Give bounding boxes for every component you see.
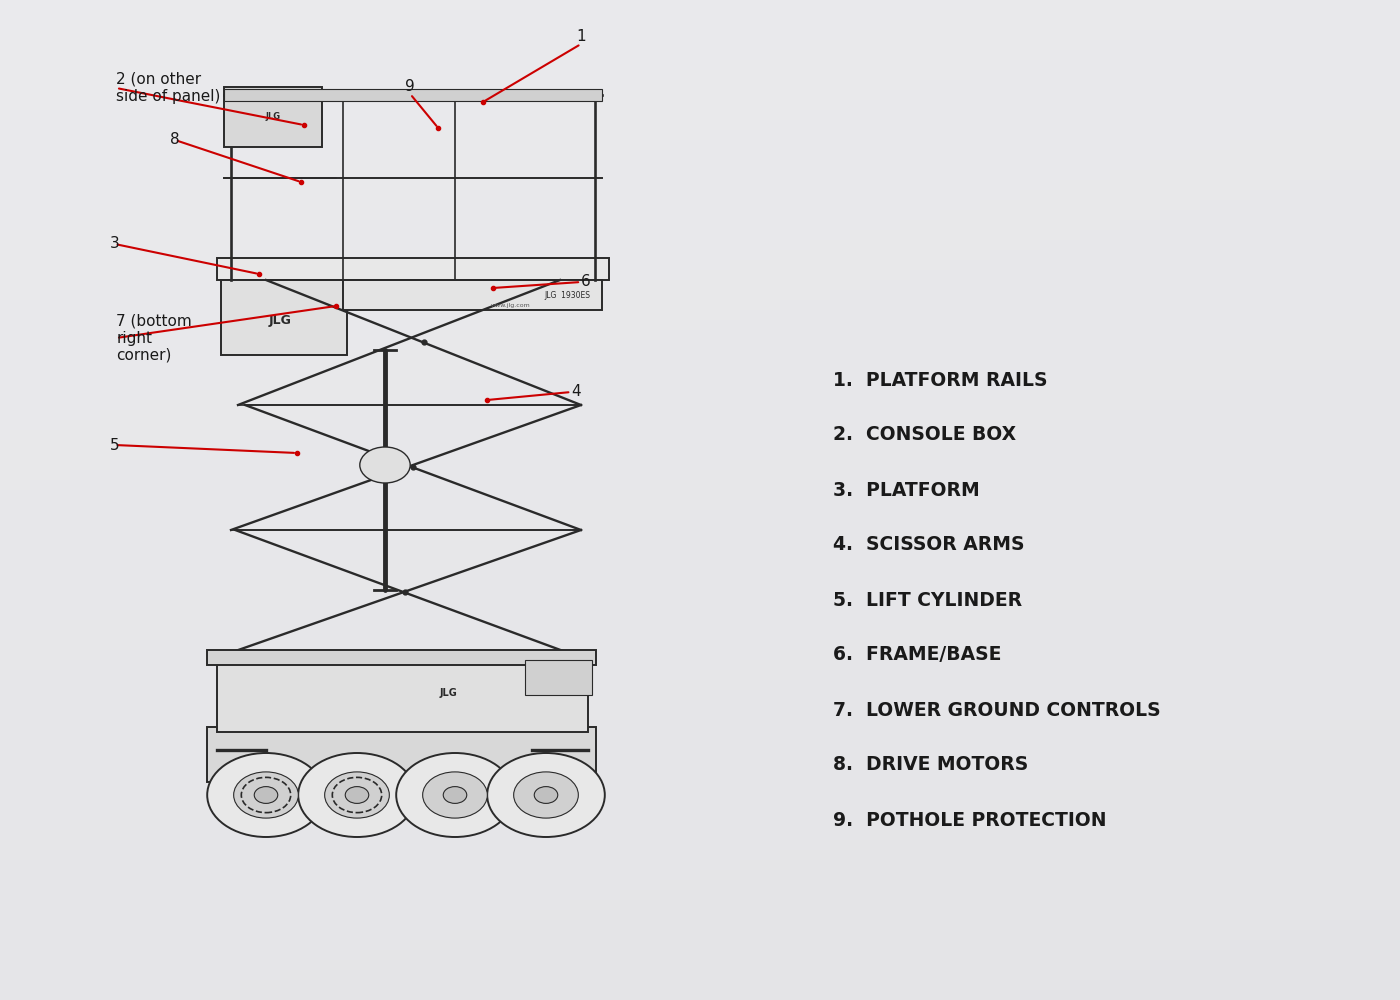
- Circle shape: [298, 753, 416, 837]
- Text: 5: 5: [111, 438, 119, 452]
- Text: 6: 6: [581, 274, 591, 290]
- FancyBboxPatch shape: [224, 89, 602, 101]
- Text: 2.  CONSOLE BOX: 2. CONSOLE BOX: [833, 426, 1016, 444]
- Circle shape: [207, 753, 325, 837]
- Text: 7.  LOWER GROUND CONTROLS: 7. LOWER GROUND CONTROLS: [833, 700, 1161, 720]
- Text: JLG  1930ES: JLG 1930ES: [545, 290, 589, 300]
- Circle shape: [535, 787, 557, 803]
- Circle shape: [444, 787, 466, 803]
- Circle shape: [325, 772, 389, 818]
- FancyBboxPatch shape: [217, 657, 588, 732]
- Text: JLG: JLG: [269, 314, 291, 327]
- Text: 1: 1: [577, 29, 585, 44]
- Text: 3.  PLATFORM: 3. PLATFORM: [833, 481, 980, 499]
- Circle shape: [514, 772, 578, 818]
- Text: 1.  PLATFORM RAILS: 1. PLATFORM RAILS: [833, 370, 1047, 389]
- Circle shape: [255, 787, 277, 803]
- Circle shape: [234, 772, 298, 818]
- Text: 4.  SCISSOR ARMS: 4. SCISSOR ARMS: [833, 536, 1025, 554]
- FancyBboxPatch shape: [221, 280, 347, 355]
- Text: JLG: JLG: [440, 688, 456, 698]
- Circle shape: [487, 753, 605, 837]
- Text: 3: 3: [111, 236, 119, 251]
- Text: 6.  FRAME/BASE: 6. FRAME/BASE: [833, 646, 1001, 664]
- Text: 9.  POTHOLE PROTECTION: 9. POTHOLE PROTECTION: [833, 810, 1106, 830]
- Circle shape: [423, 772, 487, 818]
- Text: www.jlg.com: www.jlg.com: [491, 302, 531, 308]
- FancyBboxPatch shape: [207, 727, 596, 782]
- Text: JLG: JLG: [266, 112, 280, 121]
- FancyBboxPatch shape: [217, 258, 609, 280]
- Text: 2 (on other
side of panel): 2 (on other side of panel): [116, 72, 221, 104]
- Text: 8: 8: [171, 132, 179, 147]
- Text: 8.  DRIVE MOTORS: 8. DRIVE MOTORS: [833, 756, 1028, 774]
- Text: 4: 4: [571, 384, 581, 399]
- FancyBboxPatch shape: [343, 280, 602, 310]
- Circle shape: [360, 447, 410, 483]
- Text: 9: 9: [406, 79, 414, 94]
- Circle shape: [346, 787, 368, 803]
- FancyBboxPatch shape: [525, 660, 592, 695]
- FancyBboxPatch shape: [207, 650, 596, 665]
- Circle shape: [396, 753, 514, 837]
- FancyBboxPatch shape: [224, 87, 322, 147]
- Text: 7 (bottom
right
corner): 7 (bottom right corner): [116, 313, 192, 363]
- Text: 5.  LIFT CYLINDER: 5. LIFT CYLINDER: [833, 590, 1022, 609]
